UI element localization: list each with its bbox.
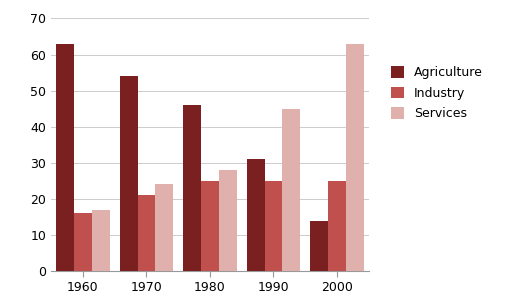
Bar (346, 44, 364, 271)
Bar (56, 44, 74, 271)
Bar (328, 181, 346, 271)
Bar (219, 170, 237, 271)
Bar (120, 76, 138, 271)
Bar (282, 109, 300, 271)
Bar (138, 195, 155, 271)
Bar (265, 181, 282, 271)
Bar (247, 159, 265, 271)
Legend: Agriculture, Industry, Services: Agriculture, Industry, Services (388, 63, 486, 124)
Bar (74, 213, 92, 271)
Bar (310, 221, 328, 271)
Bar (92, 210, 110, 271)
Bar (155, 184, 173, 271)
Bar (183, 105, 201, 271)
Bar (201, 181, 219, 271)
